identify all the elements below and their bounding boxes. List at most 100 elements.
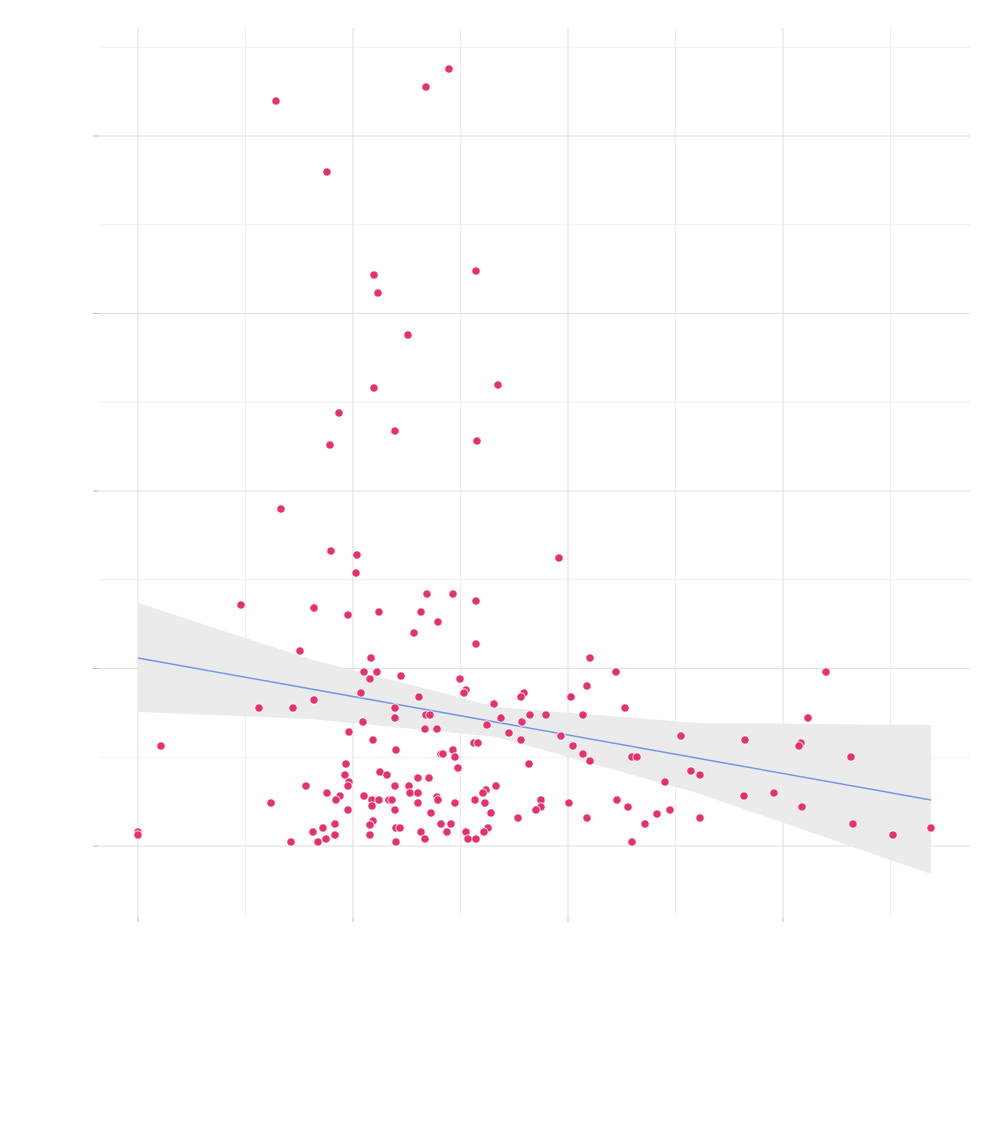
point	[471, 834, 481, 844]
point	[794, 741, 804, 751]
point	[585, 653, 595, 663]
point	[496, 713, 506, 723]
point	[416, 607, 426, 617]
point	[390, 703, 400, 713]
point	[660, 777, 670, 787]
point	[566, 692, 576, 702]
point	[352, 550, 362, 560]
point	[359, 667, 369, 677]
point	[322, 167, 332, 177]
point	[436, 819, 446, 829]
point	[513, 813, 523, 823]
point	[341, 759, 351, 769]
point	[769, 788, 779, 798]
point	[421, 82, 431, 92]
point	[133, 830, 143, 840]
point	[313, 837, 323, 847]
point	[632, 752, 642, 762]
point	[373, 288, 383, 298]
point	[390, 426, 400, 436]
point	[382, 770, 392, 780]
point	[433, 795, 443, 805]
point	[665, 805, 675, 815]
point	[367, 801, 377, 811]
point	[318, 823, 328, 833]
point	[479, 827, 489, 837]
point	[374, 795, 384, 805]
point	[308, 827, 318, 837]
point	[356, 688, 366, 698]
point	[369, 270, 379, 280]
point	[578, 749, 588, 759]
point	[286, 837, 296, 847]
point	[358, 717, 368, 727]
point	[516, 692, 526, 702]
point	[343, 805, 353, 815]
point	[739, 791, 749, 801]
point	[491, 781, 501, 791]
point	[409, 628, 419, 638]
point	[568, 741, 578, 751]
point	[344, 727, 354, 737]
point	[504, 728, 514, 738]
point	[686, 766, 696, 776]
point	[740, 735, 750, 745]
point	[821, 667, 831, 677]
point	[472, 436, 482, 446]
point	[627, 837, 637, 847]
point	[611, 667, 621, 677]
point	[578, 710, 588, 720]
point	[541, 710, 551, 720]
point	[676, 731, 686, 741]
point	[254, 703, 264, 713]
point	[480, 798, 490, 808]
point	[309, 603, 319, 613]
point	[453, 763, 463, 773]
point	[396, 671, 406, 681]
point	[438, 749, 448, 759]
point	[473, 738, 483, 748]
point	[612, 795, 622, 805]
point	[387, 795, 397, 805]
point	[366, 653, 376, 663]
point	[343, 610, 353, 620]
point	[652, 809, 662, 819]
point	[369, 383, 379, 393]
point	[623, 802, 633, 812]
point	[351, 568, 361, 578]
point	[425, 710, 435, 720]
point	[422, 589, 432, 599]
point	[334, 408, 344, 418]
point	[424, 773, 434, 783]
point	[444, 64, 454, 74]
point	[322, 788, 332, 798]
point	[585, 756, 595, 766]
point	[413, 788, 423, 798]
point	[276, 504, 286, 514]
point	[295, 646, 305, 656]
point	[554, 553, 564, 563]
point	[471, 639, 481, 649]
point	[489, 699, 499, 709]
point	[330, 830, 340, 840]
point	[325, 440, 335, 450]
point	[450, 752, 460, 762]
point	[524, 759, 534, 769]
point	[695, 770, 705, 780]
point	[459, 688, 469, 698]
point	[326, 546, 336, 556]
point	[517, 717, 527, 727]
point	[848, 819, 858, 829]
point	[236, 600, 246, 610]
point	[478, 788, 488, 798]
point	[391, 837, 401, 847]
point	[516, 735, 526, 745]
point	[420, 834, 430, 844]
point	[620, 703, 630, 713]
point	[455, 674, 465, 684]
point	[582, 813, 592, 823]
point	[482, 720, 492, 730]
point	[309, 695, 319, 705]
point	[803, 713, 813, 723]
